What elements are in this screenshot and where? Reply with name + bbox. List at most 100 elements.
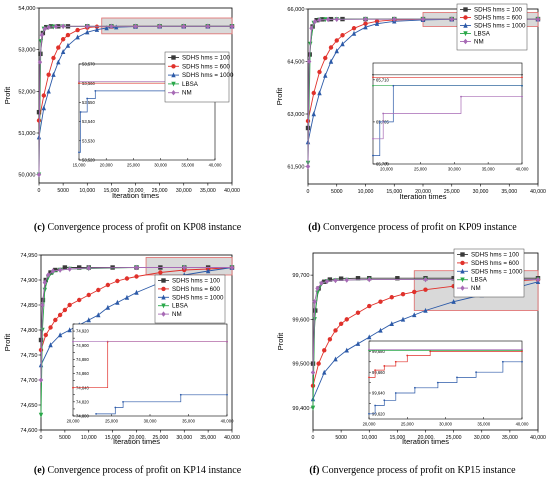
y-tick-label-c-2: 52,000 [18, 89, 35, 95]
chart-panel-d: 0 5000 10,000 15,000 20,000 25,000 30,000 35,00… [275, 0, 550, 244]
series-point-c-1-3 [51, 55, 56, 61]
series-point-c-2-1 [41, 105, 47, 111]
series-point-f-4-3 [319, 280, 324, 286]
series-point-e-1-2 [48, 325, 53, 330]
series-point-e-2-8 [115, 299, 120, 305]
series-point-c-1-0 [36, 118, 42, 123]
legend-label-f-0: SDHS hms = 100 [471, 252, 520, 259]
chart-f-svg: 0 5000 10,000 15,000 20,000 25,000 30,000 35,00… [276, 248, 546, 446]
inset-series-point-e-1-4 [122, 400, 124, 403]
inset-y-tick-label-c-5: 53,570 [82, 62, 95, 67]
series-point-e-2-7 [105, 304, 111, 310]
inset-series-e-2 [72, 340, 228, 343]
chart-c-svg: 0 5000 10,000 15,000 20,000 25,000 30,000 35,00… [3, 6, 240, 200]
chart-panel-f: 0 5000 10,000 15,000 20,000 25,000 30,000 35,00… [275, 244, 550, 488]
series-point-d-2-2 [317, 90, 322, 96]
inset-series-point-c-2-0 [78, 151, 80, 154]
series-point-e-0-6 [77, 265, 82, 270]
inset-series-point-f-3-4 [383, 399, 386, 402]
x-tick-label-d-7: 35,000 [501, 189, 517, 195]
series-point-e-2-5 [86, 317, 91, 323]
x-axis-label-e: Iteration times [113, 437, 160, 446]
x-ticks-e: 0 5000 10,000 15,000 20,000 25,000 30,000 35,00… [40, 430, 240, 441]
inset-series-f-1 [368, 348, 523, 351]
series-point-f-4-5 [333, 277, 338, 284]
series-point-d-4-7 [363, 16, 368, 22]
caption-letter-e: (e) [33, 465, 45, 476]
series-point-e-1-10 [105, 282, 111, 288]
series-point-d-4-0 [305, 163, 311, 170]
chart-panel-e: 0 5000 10,000 15,000 20,000 25,000 30,000 35,00… [0, 244, 275, 488]
x-tick-label-d-1: 5000 [331, 189, 343, 195]
inset-series-d-0 [372, 73, 523, 76]
x-tick-label-c-3: 15,000 [103, 188, 119, 194]
series-f-4 [310, 276, 541, 376]
series-point-d-4-6 [334, 16, 339, 23]
x-tick-label-c-6: 30,000 [176, 188, 192, 194]
x-tick-label-c-0: 0 [38, 188, 41, 194]
series-point-f-4-1 [312, 298, 317, 305]
x-tick-label-e-1: 5000 [59, 435, 71, 441]
series-point-d-2-7 [351, 30, 357, 36]
series-point-c-4-9 [133, 23, 138, 30]
caption-text-d: Convergence process of profit on KP09 in… [323, 222, 517, 233]
y-ticks-e: 74,600 74,650 74,700 74,750 74,800 74,850 74,9… [20, 253, 41, 434]
inset-x-tick-label-d-3: 35,000 [482, 167, 495, 172]
inset-x-tick-label-f-1: 25,000 [401, 422, 414, 427]
series-point-d-1-4 [328, 45, 334, 50]
series-point-d-1-7 [351, 26, 357, 31]
series-point-d-1-1 [311, 90, 316, 96]
series-point-e-4-9 [182, 264, 187, 271]
y-axis-label-e: Profit [3, 333, 12, 351]
series-point-e-1-4 [57, 312, 63, 318]
inset-x-tick-label-c-2: 25,000 [127, 163, 140, 168]
legend-marker-e-1 [161, 286, 166, 292]
series-point-f-2-7 [389, 321, 394, 326]
inset-f: 20,000 25,000 30,000 35,000 40,000 99,620 99,6… [363, 340, 529, 427]
series-point-e-1-9 [96, 287, 101, 293]
series-point-f-0-4 [327, 277, 333, 282]
y-tick-label-e-7: 74,950 [20, 253, 37, 259]
series-point-e-3-2 [42, 287, 48, 293]
series-point-e-3-0 [38, 412, 44, 418]
series-point-c-1-6 [65, 32, 71, 38]
x-tick-label-f-4: 20,000 [418, 435, 434, 441]
x-tick-label-e-5: 25,000 [152, 435, 168, 441]
legend-label-d-1: SDHS hms = 600 [474, 15, 523, 22]
inset-series-point-f-3-6 [394, 392, 397, 394]
inset-series-point-e-2-1 [226, 340, 228, 343]
series-point-c-4-10 [157, 23, 162, 30]
inset-series-point-f-3-12 [456, 376, 458, 379]
inset-series-point-e-1-6 [179, 393, 182, 396]
series-point-f-1-7 [355, 310, 361, 315]
series-point-c-3-1 [38, 39, 44, 45]
y-axis-label-f: Profit [276, 332, 285, 350]
inset-series-point-f-3-8 [414, 386, 416, 389]
series-point-f-1-11 [400, 291, 406, 297]
series-point-e-2-6 [96, 312, 101, 318]
series-point-d-4-4 [317, 17, 322, 23]
y-tick-label-d-1: 63,000 [287, 112, 304, 118]
caption-letter-c: (c) [33, 222, 45, 233]
inset-series-point-f-3-0 [368, 412, 370, 415]
series-point-f-2-10 [423, 307, 428, 313]
inset-series-point-d-1-1 [521, 76, 523, 79]
y-tick-label-f-2: 99,600 [292, 317, 309, 323]
series-point-c-4-7 [85, 23, 90, 30]
series-point-f-2-1 [322, 369, 327, 375]
series-point-e-4-10 [229, 264, 235, 271]
inset-x-tick-label-c-3: 30,000 [154, 163, 167, 168]
series-point-f-1-1 [316, 361, 321, 366]
series-point-f-4-2 [315, 285, 320, 292]
legend-marker-d-0 [463, 7, 468, 12]
inset-y-tick-label-e-0: 74,800 [76, 414, 89, 419]
series-point-f-2-4 [355, 341, 361, 346]
series-point-e-1-13 [134, 274, 139, 279]
series-point-e-4-7 [86, 265, 91, 271]
legend-marker-c-4 [171, 90, 176, 96]
inset-x-tick-label-d-4: 40,000 [516, 167, 529, 172]
inset-x-tick-label-c-5: 40,000 [209, 163, 222, 168]
series-point-d-2-4 [328, 58, 334, 64]
series-point-e-4-1 [40, 302, 45, 308]
inset-x-tick-label-f-4: 40,000 [516, 422, 529, 427]
